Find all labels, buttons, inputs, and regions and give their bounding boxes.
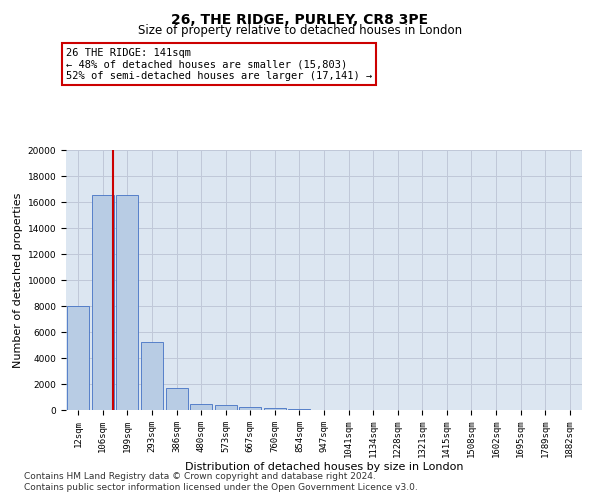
Bar bbox=[116, 196, 139, 410]
Bar bbox=[264, 408, 286, 410]
Text: Contains public sector information licensed under the Open Government Licence v3: Contains public sector information licen… bbox=[24, 484, 418, 492]
Text: 26 THE RIDGE: 141sqm
← 48% of detached houses are smaller (15,803)
52% of semi-d: 26 THE RIDGE: 141sqm ← 48% of detached h… bbox=[66, 48, 372, 80]
Bar bbox=[239, 408, 262, 410]
Text: Contains HM Land Registry data © Crown copyright and database right 2024.: Contains HM Land Registry data © Crown c… bbox=[24, 472, 376, 481]
Bar bbox=[166, 388, 188, 410]
Bar bbox=[92, 196, 114, 410]
Bar bbox=[289, 408, 310, 410]
Y-axis label: Number of detached properties: Number of detached properties bbox=[13, 192, 23, 368]
Text: 26, THE RIDGE, PURLEY, CR8 3PE: 26, THE RIDGE, PURLEY, CR8 3PE bbox=[172, 12, 428, 26]
Bar bbox=[67, 306, 89, 410]
Text: Size of property relative to detached houses in London: Size of property relative to detached ho… bbox=[138, 24, 462, 37]
Bar bbox=[215, 406, 237, 410]
Bar bbox=[190, 404, 212, 410]
Bar bbox=[141, 342, 163, 410]
X-axis label: Distribution of detached houses by size in London: Distribution of detached houses by size … bbox=[185, 462, 463, 471]
